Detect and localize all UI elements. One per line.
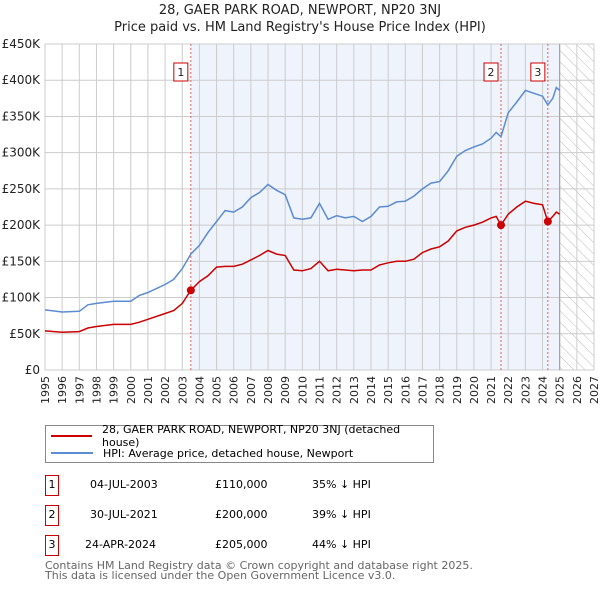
table-row: 3 24-APR-2024 £205,000 44% ↓ HPI <box>45 535 465 556</box>
x-tick-label: 2026 <box>571 376 584 404</box>
sale-price: £200,000 <box>215 508 268 521</box>
x-tick-label: 2024 <box>537 376 550 404</box>
x-tick-label: 2010 <box>296 376 309 404</box>
legend: 28, GAER PARK ROAD, NEWPORT, NP20 3NJ (d… <box>45 423 434 463</box>
footer-line-2: This data is licensed under the Open Gov… <box>45 569 396 582</box>
sale-date: 04-JUL-2003 <box>90 478 158 491</box>
x-tick-label: 2011 <box>314 376 327 404</box>
x-tick-label: 1997 <box>73 376 86 404</box>
chart-subtitle: Price paid vs. HM Land Registry's House … <box>114 20 486 35</box>
x-tick-label: 2002 <box>159 376 172 404</box>
sale-price: £110,000 <box>215 478 268 491</box>
x-tick-label: 2001 <box>142 376 155 404</box>
x-tick-label: 2004 <box>193 376 206 404</box>
sale-number: 2 <box>45 505 59 526</box>
x-tick-label: 2009 <box>279 376 292 404</box>
table-row: 1 04-JUL-2003 £110,000 35% ↓ HPI <box>45 475 465 496</box>
y-tick-label: £250K <box>2 182 42 196</box>
y-tick-label: £450K <box>2 37 42 51</box>
legend-swatch-red <box>51 435 92 437</box>
sale-hpi-diff: 35% ↓ HPI <box>312 478 371 491</box>
sale-number: 1 <box>45 475 59 496</box>
legend-swatch-blue <box>51 452 93 454</box>
x-tick-label: 2016 <box>399 376 412 404</box>
x-tick-label: 1996 <box>56 376 69 404</box>
x-tick-label: 2008 <box>262 376 275 404</box>
sale-label-number: 1 <box>177 66 184 79</box>
sale-label-number: 3 <box>534 66 541 79</box>
legend-item-hpi: HPI: Average price, detached house, Newp… <box>46 445 353 461</box>
x-tick-label: 2000 <box>125 376 138 404</box>
sale-point <box>543 217 552 226</box>
sale-hpi-diff: 39% ↓ HPI <box>312 508 371 521</box>
y-tick-label: £400K <box>2 73 42 87</box>
x-tick-label: 2023 <box>519 376 532 404</box>
sale-hpi-diff: 44% ↓ HPI <box>312 538 371 551</box>
footer-line-1: Contains HM Land Registry data © Crown c… <box>45 559 473 572</box>
property-price-line <box>44 200 561 334</box>
x-tick-label: 2020 <box>468 376 481 404</box>
sale-label-number: 2 <box>488 66 495 79</box>
x-tick-label: 2018 <box>434 376 447 404</box>
x-tick-label: 2014 <box>365 376 378 404</box>
sale-point <box>497 221 506 230</box>
x-tick-label: 2003 <box>176 376 189 404</box>
y-tick-label: £50K <box>9 327 41 341</box>
sale-point <box>186 286 195 295</box>
legend-item-property: 28, GAER PARK ROAD, NEWPORT, NP20 3NJ (d… <box>46 423 433 449</box>
x-tick-label: 2017 <box>416 376 429 404</box>
x-tick-label: 2012 <box>331 376 344 404</box>
legend-label-property: 28, GAER PARK ROAD, NEWPORT, NP20 3NJ (d… <box>102 423 401 449</box>
x-tick-label: 2013 <box>348 376 361 404</box>
x-tick-label: 2007 <box>245 376 258 404</box>
y-tick-label: £200K <box>2 218 42 232</box>
sale-label-box <box>483 62 499 82</box>
sale-date: 30-JUL-2021 <box>90 508 158 521</box>
y-tick-label: £0 <box>25 363 40 377</box>
sale-label-box <box>173 62 189 82</box>
x-tick-label: 2025 <box>554 376 567 404</box>
x-tick-label: 2006 <box>228 376 241 404</box>
price-chart: 1995 1996 1997 1998 1999 2000 2001 2002 2003 2004… <box>2 37 600 404</box>
x-tick-label: 2019 <box>451 376 464 404</box>
sale-date: 24-APR-2024 <box>85 538 157 551</box>
x-tick-label: 2021 <box>485 376 498 404</box>
y-tick-label: £350K <box>2 109 42 123</box>
x-tick-label: 2027 <box>588 376 600 404</box>
y-tick-label: £300K <box>2 146 42 160</box>
table-row: 2 30-JUL-2021 £200,000 39% ↓ HPI <box>45 505 465 526</box>
x-tick-label: 2015 <box>382 376 395 404</box>
sale-number: 3 <box>45 535 59 556</box>
y-tick-label: £100K <box>2 291 42 305</box>
x-tick-label: 2022 <box>502 376 515 404</box>
legend-label-hpi: HPI: Average price, detached house, Newp… <box>103 446 354 460</box>
sale-label-box <box>530 62 546 82</box>
footer: Contains HM Land Registry data © Crown c… <box>45 559 473 582</box>
chart-title: 28, GAER PARK ROAD, NEWPORT, NP20 3NJ <box>158 3 442 18</box>
x-tick-label: 1999 <box>108 376 121 404</box>
y-tick-label: £150K <box>2 254 42 268</box>
x-tick-label: 1998 <box>90 376 103 404</box>
x-tick-label: 1995 <box>39 376 52 404</box>
sale-price: £205,000 <box>215 538 268 551</box>
hpi-line <box>44 86 561 313</box>
x-tick-label: 2005 <box>211 376 224 404</box>
sale-period-shade <box>190 44 560 370</box>
